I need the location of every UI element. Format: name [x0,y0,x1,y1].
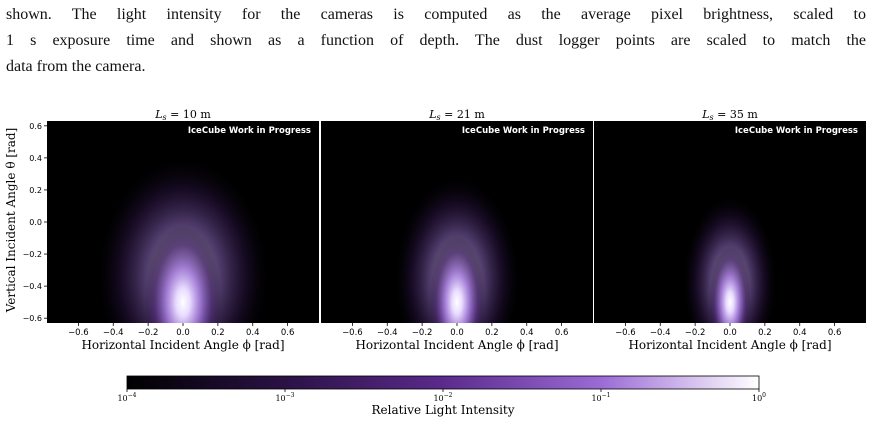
glow-group [98,159,268,323]
colorbar-tick-exponent: −3 [286,392,295,399]
body-paragraph: shown. The light intensity for the camer… [6,2,866,80]
colorbar-tick-base: 10 [591,394,601,403]
figure-canvas: IceCube Work in Progress Ls = 10 m −0.6 −0.… [4,108,866,417]
title-subscript: s [163,113,167,122]
colorbar-tick-base: 10 [117,394,127,403]
panel-title: Ls = 10 m [154,108,211,122]
paragraph-line: shown. The light intensity for the camer… [6,6,866,23]
x-tick-label: −0.6 [342,328,363,338]
watermark-label: IceCube Work in Progress [462,126,585,136]
x-tick-label: −0.6 [68,328,89,338]
glow-group [395,178,519,323]
watermark-label: IceCube Work in Progress [735,126,858,136]
y-tick-label: 0.2 [29,186,42,195]
glow-group [683,197,777,323]
colorbar-tick-label: 10−4 [117,392,136,403]
intensity-peak [144,225,222,323]
x-tick-label: −0.4 [377,328,398,338]
colorbar-tick-exponent: −2 [444,392,453,399]
colorbar-tick-label: 10−1 [591,392,610,403]
x-tick-label: −0.4 [103,328,124,338]
title-value: = 10 m [167,108,212,121]
intensity-peak [709,245,751,323]
colorbar [126,375,760,390]
title-symbol: L [428,108,436,121]
x-tick-label: 0.2 [758,328,772,338]
colorbar-tick-base: 10 [275,394,285,403]
y-axis-label: Vertical Incident Angle θ [rad] [4,128,18,314]
title-subscript: s [437,113,441,122]
x-tick-label: −0.2 [412,328,433,338]
x-tick-label: 0.4 [520,328,534,338]
colorbar-tick-exponent: −4 [128,392,137,399]
title-value: = 21 m [441,108,486,121]
x-tick-label: 0.6 [828,328,842,338]
y-tick-label: −0.6 [23,314,42,323]
title-value: = 35 m [714,108,759,121]
x-axis-label: Horizontal Incident Angle ϕ [rad] [355,338,558,352]
y-tick-label: 0.4 [29,154,42,163]
x-tick-label: −0.4 [650,328,671,338]
paragraph-line: data from the camera. [6,58,146,75]
x-tick-label: 0.0 [450,328,464,338]
x-axis-label: Horizontal Incident Angle ϕ [rad] [81,338,284,352]
y-tick-label: −0.4 [23,282,42,291]
y-tick-label: 0.6 [29,122,42,131]
x-axis-label: Horizontal Incident Angle ϕ [rad] [628,338,831,352]
title-symbol: L [154,108,162,121]
x-tick-label: −0.6 [615,328,636,338]
colorbar-tick-label: 100 [752,392,766,403]
colorbar-tick-exponent: 0 [762,392,766,399]
intensity-peak [429,235,485,323]
x-tick-label: 0.6 [281,328,295,338]
x-tick-label: 0.4 [246,328,260,338]
x-tick-label: 0.0 [723,328,737,338]
heatmap-panel: IceCube Work in Progress Ls = 35 m −0.6 −0.… [594,108,866,352]
colorbar-tick-base: 10 [433,394,443,403]
x-tick-label: −0.2 [138,328,159,338]
colorbar-tick-label: 10−2 [433,392,452,403]
figure: IceCube Work in Progress Ls = 10 m −0.6 −0.… [0,100,871,423]
x-tick-label: 0.4 [793,328,807,338]
panel-title: Ls = 35 m [701,108,758,122]
watermark-label: IceCube Work in Progress [188,126,311,136]
heatmap-panel: IceCube Work in Progress Ls = 21 m −0.6 −0.… [321,108,593,352]
x-tick-label: 0.6 [555,328,569,338]
paragraph-line: 1 s exposure time and shown as a functio… [6,32,866,49]
x-tick-label: −0.2 [685,328,706,338]
x-tick-label: 0.2 [485,328,499,338]
heatmap-panel: IceCube Work in Progress Ls = 10 m −0.6 −0.… [23,108,319,352]
colorbar-tick-base: 10 [752,394,762,403]
colorbar-label: Relative Light Intensity [371,403,514,417]
title-subscript: s [710,113,714,122]
y-tick-label: 0.0 [29,218,42,227]
x-tick-label: 0.2 [211,328,225,338]
x-tick-label: 0.0 [176,328,190,338]
colorbar-tick-exponent: −1 [602,392,611,399]
title-symbol: L [701,108,709,121]
y-tick-label: −0.2 [23,250,42,259]
colorbar-tick-label: 10−3 [275,392,294,403]
panel-title: Ls = 21 m [428,108,485,122]
